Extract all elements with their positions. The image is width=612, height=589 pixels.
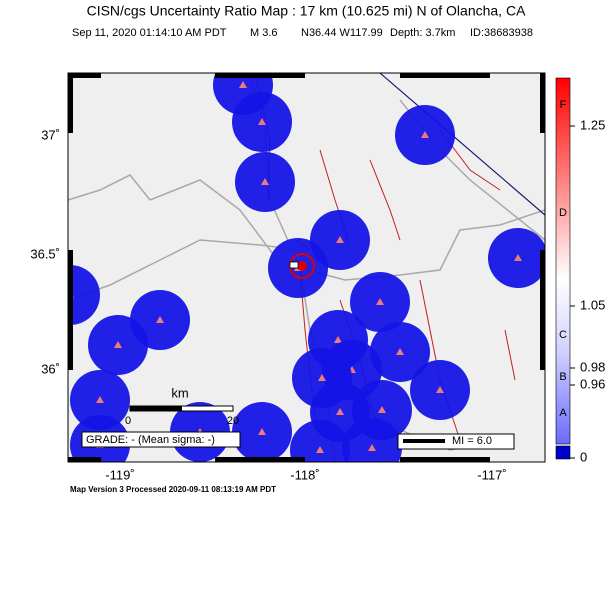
station <box>368 444 376 451</box>
colorbar-label: 0 <box>580 449 587 464</box>
station-coverage <box>68 265 100 325</box>
lat-label: 36˚ <box>41 361 60 376</box>
lat-label: 36.5˚ <box>30 246 60 261</box>
station <box>318 374 326 381</box>
station <box>436 386 444 393</box>
scale-end: 20 <box>227 415 239 427</box>
scale-start: 0 <box>125 415 131 427</box>
station <box>258 428 266 435</box>
scale-bar: km 0 20 <box>125 385 239 426</box>
grade-letter: C <box>559 329 567 341</box>
scale-unit: km <box>171 385 188 400</box>
station <box>514 254 522 261</box>
station <box>376 298 384 305</box>
grade-letter: D <box>559 207 567 219</box>
station <box>378 406 386 413</box>
station <box>156 316 164 323</box>
station <box>396 348 404 355</box>
mi-box <box>397 433 515 450</box>
colorbar-label: 1.05 <box>580 297 605 312</box>
station <box>96 396 104 403</box>
station <box>336 236 344 243</box>
event-magnitude: M 3.6 <box>250 27 278 39</box>
station <box>261 178 269 185</box>
grade-letter: A <box>559 407 567 419</box>
event-location: N36.44 W117.99 <box>301 27 383 39</box>
lon-label: -119˚ <box>105 467 134 482</box>
station-coverage <box>290 420 350 462</box>
mi-text: MI = 6.0 <box>452 435 492 447</box>
grade-text: GRADE: - (Mean sigma: -) <box>86 434 215 446</box>
station <box>336 408 344 415</box>
footer: Map Version 3 Processed 2020-09-11 08:13… <box>70 485 276 494</box>
map-area <box>68 73 545 462</box>
station <box>258 118 266 125</box>
title: CISN/cgs Uncertainty Ratio Map : 17 km (… <box>87 3 526 19</box>
colorbar-label: 1.25 <box>580 117 605 132</box>
station <box>316 446 324 453</box>
grade-box <box>81 431 241 448</box>
grade-letter: F <box>560 99 567 111</box>
colorbar-label: 0.98 <box>580 359 605 374</box>
event-date: Sep 11, 2020 01:14:10 AM PDT <box>72 27 227 39</box>
station <box>334 336 342 343</box>
colorbar: F D C B A 1.25 1.05 0.98 0.96 0 <box>555 77 605 464</box>
event-id: ID:38683938 <box>470 27 533 39</box>
station <box>114 341 122 348</box>
grade-letter: B <box>559 371 566 383</box>
lon-label: -118˚ <box>290 467 319 482</box>
colorbar-label: 0.96 <box>580 376 605 391</box>
station <box>421 131 429 138</box>
lon-label: -117˚ <box>477 467 506 482</box>
event-depth: Depth: 3.7km <box>390 27 455 39</box>
station-coverage <box>342 418 402 462</box>
lat-label: 37˚ <box>41 127 60 142</box>
station <box>239 81 247 88</box>
